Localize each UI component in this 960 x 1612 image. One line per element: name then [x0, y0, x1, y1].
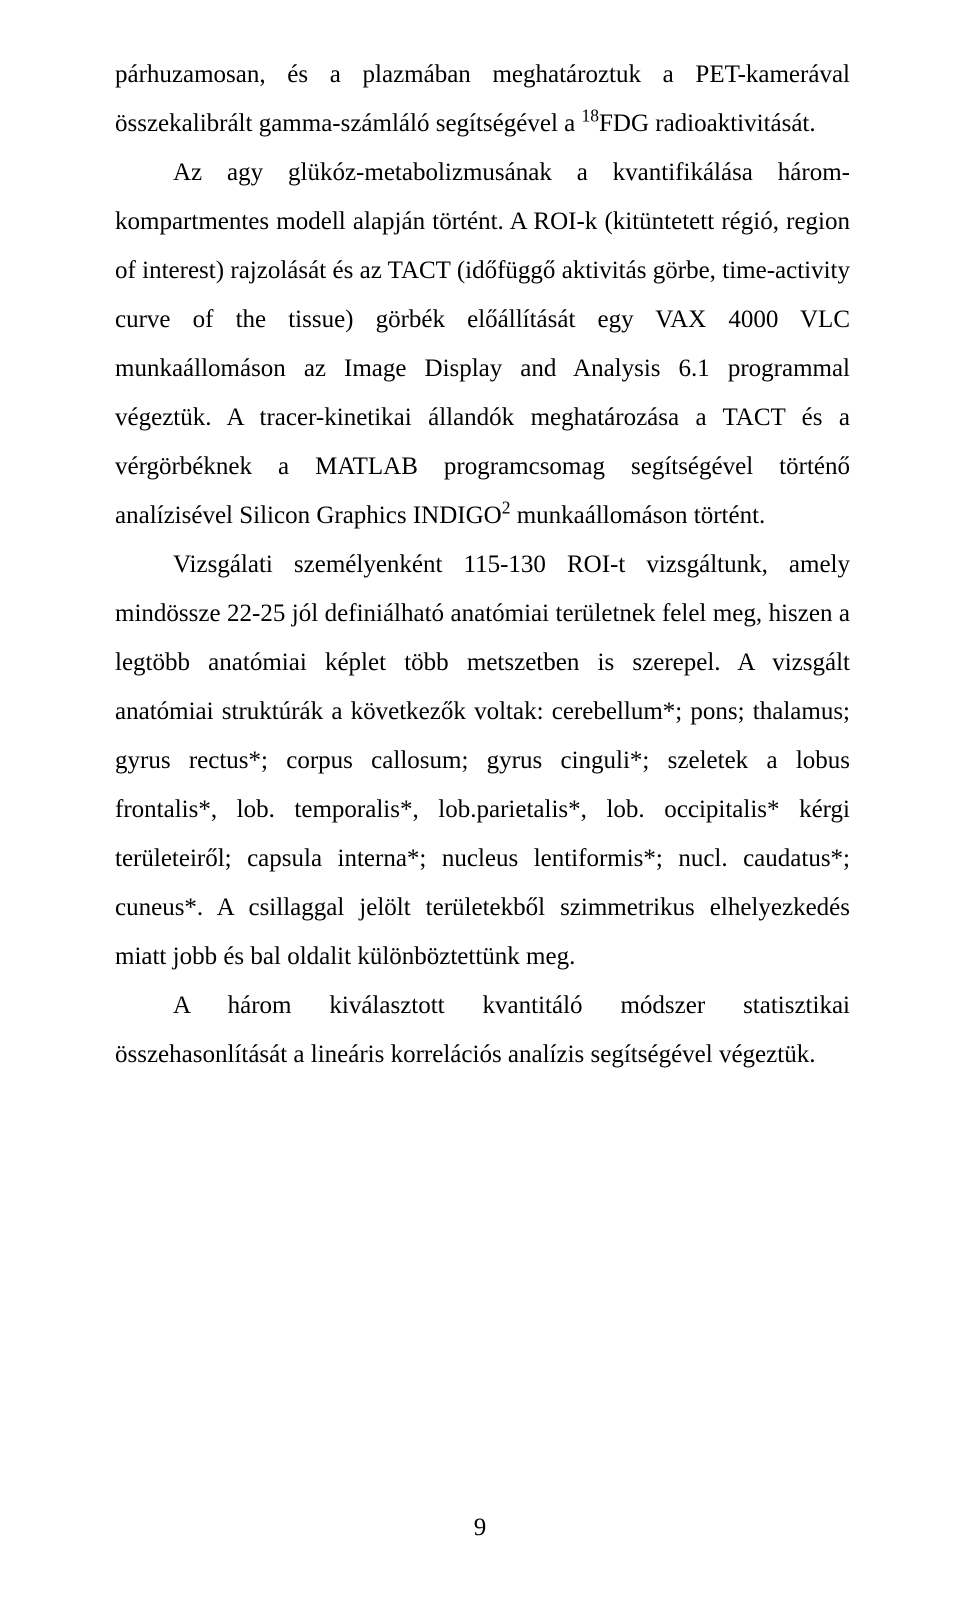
paragraph-4: A három kiválasztott kvantitáló módszer … — [115, 981, 850, 1079]
paragraph-2-post: munkaállomáson történt. — [510, 502, 765, 529]
page-number: 9 — [0, 1514, 960, 1542]
paragraph-2: Az agy glükóz-metabolizmusának a kvantif… — [115, 148, 850, 540]
page: párhuzamosan, és a plazmában meghatározt… — [0, 0, 960, 1612]
paragraph-2-pre: Az agy glükóz-metabolizmusának a kvantif… — [115, 159, 850, 529]
paragraph-1-sup: 18 — [582, 106, 600, 126]
paragraph-1-post: FDG radioaktivitását. — [599, 110, 816, 137]
paragraph-3: Vizsgálati személyenként 115-130 ROI-t v… — [115, 540, 850, 981]
paragraph-1: párhuzamosan, és a plazmában meghatározt… — [115, 50, 850, 148]
